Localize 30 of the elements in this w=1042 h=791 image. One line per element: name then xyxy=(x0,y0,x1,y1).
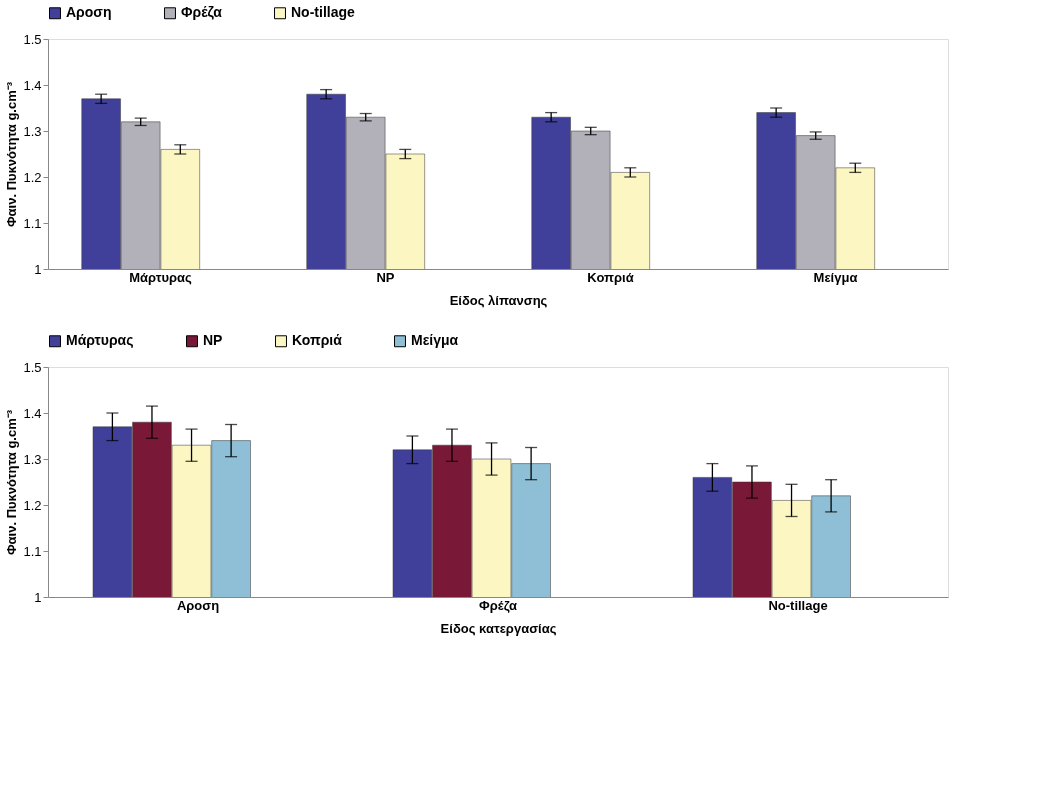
legend-label: Μάρτυρας xyxy=(66,332,134,349)
y-tick-label: 1 xyxy=(34,261,42,277)
y-tick-label: 1.5 xyxy=(23,31,42,47)
x-tick-label: Αροση xyxy=(176,597,220,613)
y-tick-label: 1.5 xyxy=(23,359,42,375)
x-tick-label: Μάρτυρας xyxy=(129,269,193,285)
y-tick-label: 1.2 xyxy=(23,169,42,185)
y-tick-label: 1.4 xyxy=(23,77,42,93)
x-axis-title: Είδος κατεργασίας xyxy=(440,620,557,636)
legend-label: NP xyxy=(203,332,223,349)
y-tick-label: 1 xyxy=(34,589,42,605)
y-tick-label: 1.1 xyxy=(23,215,42,231)
x-axis-title: Είδος λίπανσης xyxy=(449,292,548,308)
x-tick-label: Μείγμα xyxy=(813,269,858,285)
y-axis-title: Φαιν. Πυκνότητα g.cm⁻³ xyxy=(4,409,20,556)
x-tick-label: Κοπριά xyxy=(587,269,634,285)
y-tick-label: 1.2 xyxy=(23,497,42,513)
legend-label: Κοπριά xyxy=(292,332,343,349)
y-tick-label: 1.1 xyxy=(23,543,42,559)
legend-label: Φρέζα xyxy=(181,4,223,21)
y-tick-label: 1.3 xyxy=(23,451,42,467)
y-tick-label: 1.3 xyxy=(23,123,42,139)
legend-label: Μείγμα xyxy=(411,332,459,349)
legend-label: Αροση xyxy=(66,4,112,21)
x-tick-label: Φρέζα xyxy=(479,597,517,613)
legend-label: No-tillage xyxy=(291,4,355,21)
x-tick-label: NP xyxy=(376,269,395,285)
y-axis-title: Φαιν. Πυκνότητα g.cm⁻³ xyxy=(4,81,20,228)
y-tick-label: 1.4 xyxy=(23,405,42,421)
x-tick-label: No-tillage xyxy=(768,597,828,613)
